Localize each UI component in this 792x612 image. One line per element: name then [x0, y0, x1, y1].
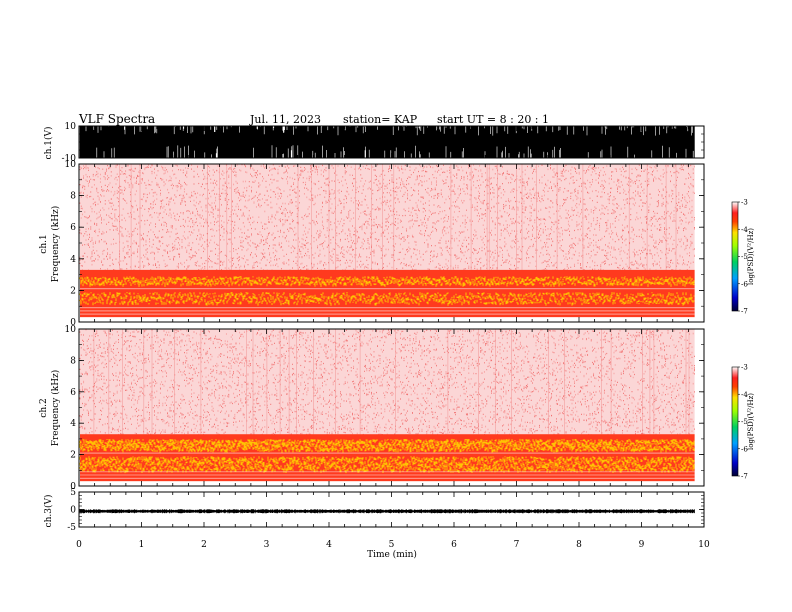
ch3-waveform-trace: [79, 509, 695, 514]
ch3-waveform-ylabel: ch.3(V): [43, 495, 54, 528]
ch2-spec-ylabel-freq: Frequency (kHz): [50, 370, 61, 447]
y-tick-label: 10: [65, 325, 77, 335]
colorbar-scale: [731, 201, 739, 312]
ch2-spec-ylabel-channel: ch.2: [39, 398, 49, 417]
y-tick-label: 10: [65, 122, 77, 132]
ch1-colorbar: -3 -4 -5 -6 -7 log(PSD)(V²/Hz): [731, 199, 755, 316]
ch1-spec-ylabel-freq: Frequency (kHz): [50, 206, 61, 283]
y-tick-label: -5: [67, 523, 76, 533]
x-tick-label: 3: [264, 540, 270, 550]
colorbar-tick-label: -6: [741, 280, 748, 288]
spec-vertical-streaks: [119, 164, 677, 270]
station-label: station= KAP: [343, 113, 418, 126]
x-tick-label: 5: [389, 540, 395, 550]
y-tick-label: 8: [70, 192, 76, 202]
ch1-waveform-panel: 10 -10: [62, 122, 705, 164]
x-tick-label: 6: [451, 540, 457, 550]
colorbar-label: log(PSD)(V²/Hz): [747, 228, 755, 285]
colorbar-tick-label: -5: [741, 253, 748, 261]
ch1-waveform-ylabel: ch.1(V): [43, 127, 54, 160]
ch2-colorbar: -3 -4 -5 -6 -7 log(PSD)(V²/Hz): [731, 364, 755, 481]
ch3-waveform-panel: 5 0 -5: [67, 488, 705, 533]
colorbar-tick-label: -4: [741, 226, 748, 234]
colorbar-tick-label: -6: [741, 445, 748, 453]
x-tick-label: 4: [326, 540, 332, 550]
y-tick-label: 0: [70, 506, 76, 516]
ch1-waveform-trace: [79, 126, 695, 158]
y-tick-label: 2: [70, 451, 76, 461]
x-tick-label: 8: [576, 540, 582, 550]
spec-bottom-strip: [80, 317, 695, 322]
x-tick-label: 2: [201, 540, 207, 550]
time-axis: 0 1 2 3 4 5 6 7 8 9 10: [76, 540, 710, 550]
colorbar-scale: [731, 366, 739, 477]
spec-speckle-dark: [79, 164, 695, 271]
colorbar-tick-label: -4: [741, 391, 748, 399]
colorbar-label: log(PSD)(V²/Hz): [747, 393, 755, 450]
colorbar-tick-label: -3: [741, 199, 748, 207]
spec-yellow-speckle: [79, 438, 695, 474]
y-tick-label: 6: [70, 223, 76, 233]
y-tick-label: -10: [62, 154, 77, 164]
y-tick-label: 4: [70, 255, 76, 265]
x-tick-label: 10: [698, 540, 710, 550]
y-tick-label: 0: [70, 482, 76, 492]
spec-yellow-speckle: [79, 276, 695, 306]
y-tick-label: 4: [70, 419, 76, 429]
y-tick-label: 5: [70, 488, 76, 498]
colorbar-tick-label: -7: [741, 473, 748, 481]
x-axis-label: Time (min): [367, 549, 417, 560]
ch2-spectrogram-panel: 0 2 4 6 8 10: [65, 325, 705, 492]
y-tick-label: 8: [70, 356, 76, 366]
x-tick-label: 7: [514, 540, 520, 550]
ch1-spec-ylabel-channel: ch.1: [39, 234, 49, 253]
spec-bottom-strip: [80, 481, 695, 486]
spec-upper-band: [80, 164, 695, 270]
colorbar-tick-label: -5: [741, 418, 748, 426]
start-time-label: start UT = 8 : 20 : 1: [437, 113, 549, 126]
date-label: Jul. 11, 2023: [249, 113, 321, 126]
x-tick-label: 1: [139, 540, 145, 550]
x-tick-label: 9: [639, 540, 645, 550]
y-tick-label: 6: [70, 388, 76, 398]
ch1-spectrogram-panel: 0 2 4 6 8 10: [65, 160, 705, 328]
colorbar-tick-label: -3: [741, 364, 748, 372]
y-tick-label: 0: [70, 318, 76, 328]
x-tick-label: 0: [76, 540, 82, 550]
figure-title: VLF Spectra: [78, 112, 155, 126]
spec-vertical-streaks: [93, 329, 690, 435]
y-tick-label: 10: [65, 160, 77, 170]
colorbar-tick-label: -7: [741, 308, 748, 316]
y-tick-label: 2: [70, 286, 76, 296]
